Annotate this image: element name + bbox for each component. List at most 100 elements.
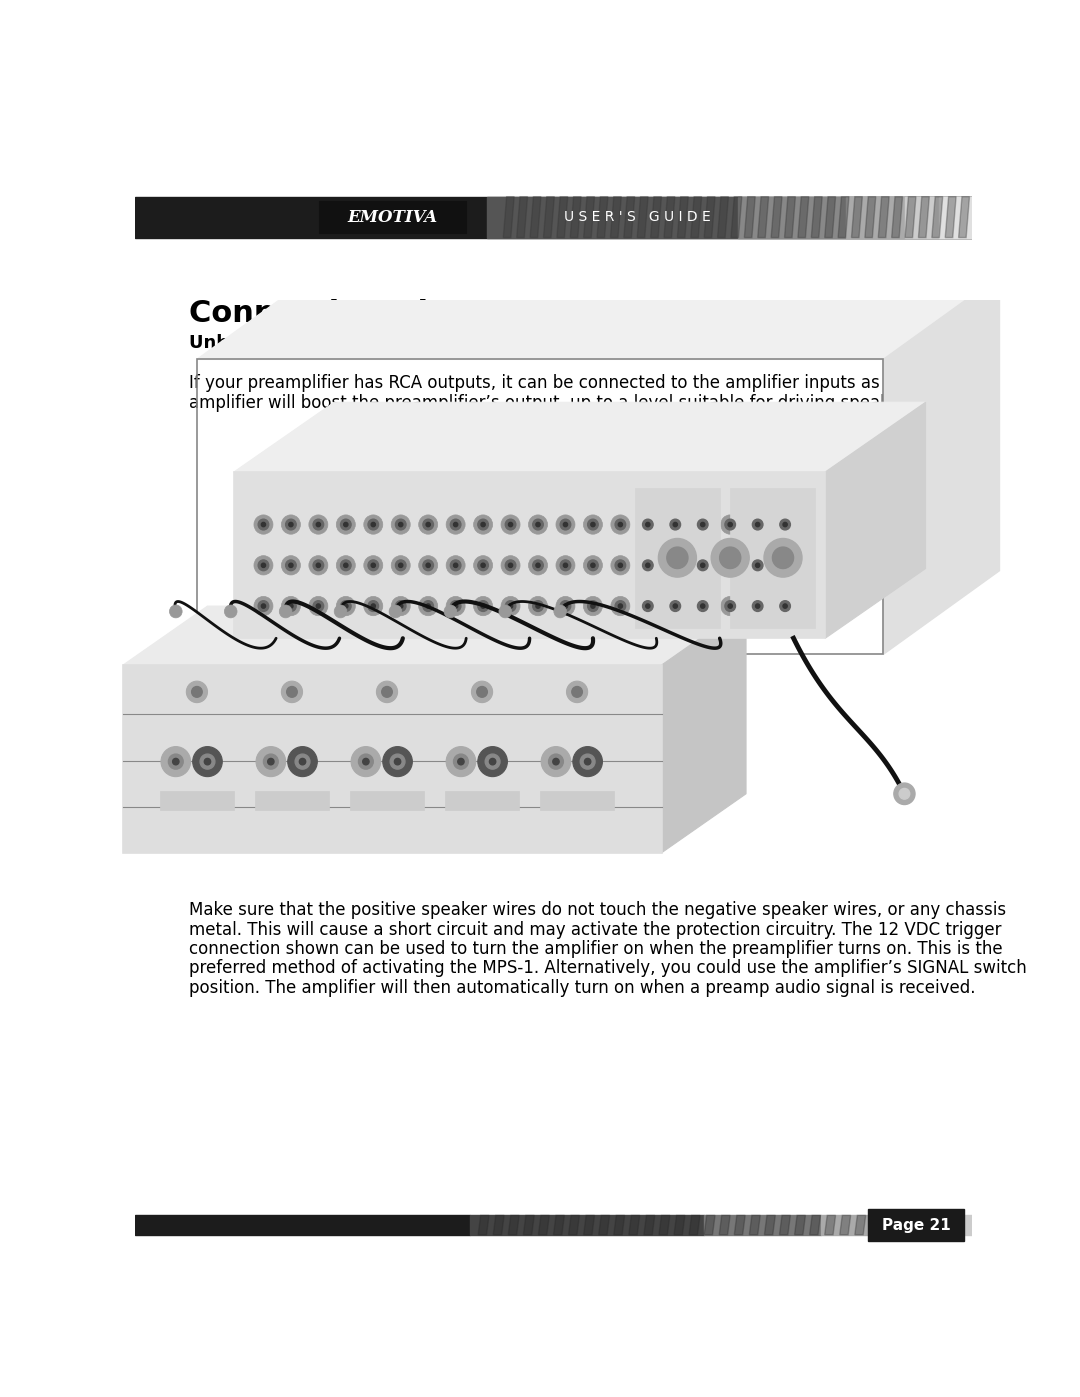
Circle shape [340, 520, 351, 529]
Polygon shape [478, 1215, 489, 1235]
Circle shape [368, 601, 379, 612]
Circle shape [423, 560, 433, 570]
Polygon shape [869, 1215, 881, 1235]
Circle shape [591, 563, 595, 567]
Circle shape [258, 601, 269, 612]
Circle shape [665, 556, 685, 576]
Circle shape [309, 515, 328, 534]
Circle shape [481, 522, 485, 527]
Circle shape [583, 597, 603, 616]
Circle shape [261, 604, 266, 608]
Circle shape [264, 754, 279, 770]
Circle shape [764, 538, 802, 577]
Circle shape [618, 604, 622, 608]
Polygon shape [838, 197, 849, 237]
Polygon shape [644, 1215, 654, 1235]
Circle shape [561, 560, 570, 570]
Circle shape [673, 604, 677, 608]
Circle shape [474, 556, 492, 576]
Circle shape [399, 522, 403, 527]
Circle shape [772, 548, 794, 569]
Circle shape [299, 759, 306, 764]
Circle shape [728, 563, 732, 567]
Polygon shape [840, 1215, 851, 1235]
Circle shape [616, 601, 625, 612]
Circle shape [423, 601, 433, 612]
Polygon shape [851, 197, 862, 237]
Circle shape [187, 682, 207, 703]
Circle shape [390, 754, 405, 770]
Circle shape [659, 538, 697, 577]
Circle shape [282, 556, 300, 576]
Circle shape [638, 556, 658, 576]
Circle shape [783, 563, 787, 567]
Circle shape [394, 759, 401, 764]
Circle shape [780, 560, 791, 570]
Circle shape [616, 520, 625, 529]
Polygon shape [568, 1215, 580, 1235]
Bar [635, 488, 719, 627]
Circle shape [225, 605, 237, 617]
Circle shape [288, 604, 293, 608]
Circle shape [282, 597, 300, 616]
Circle shape [748, 556, 767, 576]
Circle shape [427, 604, 430, 608]
Circle shape [372, 563, 376, 567]
Polygon shape [234, 402, 926, 472]
Circle shape [499, 605, 512, 617]
Polygon shape [637, 197, 648, 237]
Circle shape [309, 556, 328, 576]
Circle shape [528, 556, 548, 576]
Circle shape [532, 560, 543, 570]
Circle shape [728, 604, 732, 608]
Circle shape [423, 520, 433, 529]
Bar [730, 488, 814, 627]
Circle shape [536, 604, 540, 608]
Circle shape [476, 686, 487, 697]
Circle shape [313, 560, 324, 570]
Circle shape [359, 754, 374, 770]
Circle shape [334, 605, 347, 617]
Polygon shape [825, 1215, 836, 1235]
Circle shape [280, 605, 292, 617]
Circle shape [450, 601, 461, 612]
Polygon shape [583, 197, 594, 237]
Bar [135, 197, 972, 237]
Polygon shape [691, 197, 702, 237]
Circle shape [665, 597, 685, 616]
Circle shape [256, 746, 285, 777]
Circle shape [549, 754, 564, 770]
Polygon shape [719, 1215, 730, 1235]
Circle shape [616, 560, 625, 570]
Circle shape [288, 522, 293, 527]
Circle shape [343, 563, 348, 567]
Bar [821, 1215, 888, 1235]
Circle shape [489, 759, 496, 764]
Circle shape [170, 605, 183, 617]
Circle shape [168, 754, 184, 770]
Text: EMOTIVA: EMOTIVA [348, 208, 437, 226]
Circle shape [285, 560, 296, 570]
Circle shape [336, 515, 355, 534]
Circle shape [474, 597, 492, 616]
Circle shape [720, 556, 740, 576]
Circle shape [693, 515, 712, 534]
Text: amplifier will boost the preamplifier’s output, up to a level suitable for drivi: amplifier will boost the preamplifier’s … [189, 394, 921, 412]
Polygon shape [704, 197, 715, 237]
Circle shape [427, 522, 430, 527]
Circle shape [258, 560, 269, 570]
Bar [889, 1215, 972, 1235]
Polygon shape [865, 197, 876, 237]
Polygon shape [704, 1215, 715, 1235]
Circle shape [611, 556, 630, 576]
Bar [738, 197, 972, 237]
Circle shape [316, 522, 321, 527]
Circle shape [395, 601, 406, 612]
Polygon shape [810, 1215, 821, 1235]
Text: position. The amplifier will then automatically turn on when a preamp audio sign: position. The amplifier will then automa… [189, 979, 976, 996]
Circle shape [618, 563, 622, 567]
Circle shape [364, 597, 382, 616]
Polygon shape [677, 197, 688, 237]
Circle shape [450, 560, 461, 570]
Circle shape [501, 556, 521, 576]
